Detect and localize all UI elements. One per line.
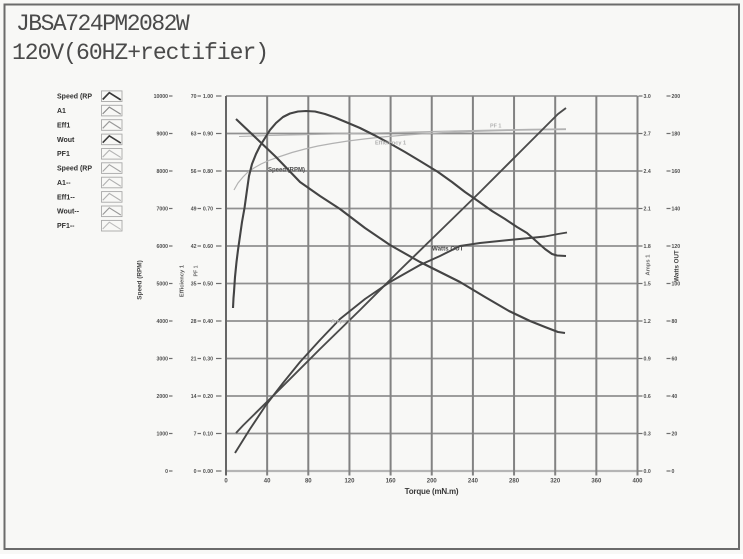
svg-text:10000: 10000: [154, 94, 169, 100]
svg-text:3.0: 3.0: [644, 94, 651, 100]
svg-text:Amps 1: Amps 1: [646, 254, 652, 276]
svg-text:0.10: 0.10: [203, 431, 213, 437]
svg-text:40: 40: [264, 479, 271, 485]
svg-text:0.50: 0.50: [203, 281, 213, 287]
svg-text:PF1--: PF1--: [57, 223, 75, 230]
svg-text:0.70: 0.70: [203, 206, 213, 212]
svg-text:Torque (mN.m): Torque (mN.m): [405, 487, 459, 496]
svg-text:Speed (RP: Speed (RP: [57, 94, 92, 101]
svg-text:0: 0: [672, 469, 675, 475]
svg-text:A1--: A1--: [57, 180, 71, 187]
svg-text:0.00: 0.00: [203, 469, 213, 475]
svg-text:9000: 9000: [156, 131, 168, 137]
svg-text:Eff1: Eff1: [57, 122, 70, 129]
svg-text:14: 14: [191, 394, 197, 400]
svg-text:49: 49: [191, 206, 197, 212]
svg-text:280: 280: [509, 479, 520, 485]
svg-text:60: 60: [672, 356, 678, 362]
svg-text:Watts OUT: Watts OUT: [674, 250, 681, 282]
svg-text:Amps 1: Amps 1: [331, 319, 350, 325]
svg-text:0.9: 0.9: [644, 356, 651, 362]
svg-text:20: 20: [672, 431, 678, 437]
svg-text:400: 400: [632, 479, 643, 485]
svg-text:21: 21: [191, 356, 197, 362]
svg-text:40: 40: [672, 394, 678, 400]
svg-text:120: 120: [344, 479, 355, 485]
svg-text:Speed (RP: Speed (RP: [57, 166, 92, 173]
svg-text:120: 120: [672, 244, 681, 250]
svg-text:1.2: 1.2: [644, 319, 651, 325]
svg-text:Efficiency 1: Efficiency 1: [180, 264, 186, 297]
svg-text:80: 80: [672, 319, 678, 325]
svg-text:0.6: 0.6: [644, 394, 651, 400]
svg-text:0: 0: [165, 469, 168, 475]
svg-text:200: 200: [672, 94, 681, 100]
svg-text:A1: A1: [57, 108, 66, 115]
svg-text:0.20: 0.20: [203, 394, 213, 400]
svg-text:Watts OUT: Watts OUT: [432, 246, 464, 253]
svg-text:240: 240: [468, 479, 479, 485]
svg-text:5000: 5000: [156, 281, 168, 287]
svg-text:PF 1: PF 1: [194, 265, 200, 276]
svg-text:63: 63: [191, 131, 197, 137]
svg-text:70: 70: [191, 94, 197, 100]
svg-text:Eff1--: Eff1--: [57, 194, 76, 201]
svg-text:0.80: 0.80: [203, 169, 213, 175]
svg-text:JBSA724PM2082W: JBSA724PM2082W: [16, 11, 190, 37]
svg-text:6000: 6000: [156, 244, 168, 250]
svg-text:200: 200: [427, 479, 438, 485]
svg-text:2.1: 2.1: [644, 206, 651, 212]
svg-text:0.60: 0.60: [203, 244, 213, 250]
svg-text:PF1: PF1: [57, 151, 70, 158]
svg-text:4000: 4000: [156, 319, 168, 325]
svg-text:2.7: 2.7: [644, 131, 651, 137]
svg-text:3000: 3000: [156, 356, 168, 362]
svg-text:28: 28: [191, 319, 197, 325]
svg-text:0.40: 0.40: [203, 319, 213, 325]
svg-text:35: 35: [191, 281, 197, 287]
svg-text:160: 160: [386, 479, 397, 485]
svg-text:0.3: 0.3: [644, 431, 651, 437]
svg-text:2.4: 2.4: [644, 169, 651, 175]
svg-text:140: 140: [672, 206, 681, 212]
svg-text:42: 42: [191, 244, 197, 250]
svg-text:160: 160: [672, 169, 681, 175]
svg-text:180: 180: [672, 131, 681, 137]
svg-text:Wout: Wout: [57, 137, 75, 144]
svg-text:Wout--: Wout--: [57, 209, 80, 216]
svg-text:0.90: 0.90: [203, 131, 213, 137]
svg-text:0: 0: [224, 479, 228, 485]
svg-text:PF 1: PF 1: [490, 124, 501, 130]
svg-text:0.0: 0.0: [644, 469, 651, 475]
svg-text:0: 0: [194, 469, 197, 475]
svg-text:120V(60HZ+rectifier): 120V(60HZ+rectifier): [12, 40, 268, 66]
svg-text:1.00: 1.00: [203, 94, 213, 100]
svg-text:7000: 7000: [156, 206, 168, 212]
svg-text:Efficiency 1: Efficiency 1: [375, 141, 406, 147]
svg-text:360: 360: [591, 479, 602, 485]
svg-text:1000: 1000: [156, 431, 168, 437]
svg-text:7: 7: [194, 431, 197, 437]
svg-text:Speed (RPM): Speed (RPM): [137, 260, 144, 299]
svg-text:2000: 2000: [156, 394, 168, 400]
svg-text:1.8: 1.8: [644, 244, 651, 250]
svg-text:100: 100: [672, 281, 681, 287]
svg-text:80: 80: [305, 479, 312, 485]
svg-text:320: 320: [550, 479, 561, 485]
svg-text:Speed (RPM): Speed (RPM): [268, 168, 305, 174]
svg-text:8000: 8000: [156, 169, 168, 175]
svg-text:1.5: 1.5: [644, 281, 651, 287]
svg-text:0.30: 0.30: [203, 356, 213, 362]
svg-text:56: 56: [191, 169, 197, 175]
